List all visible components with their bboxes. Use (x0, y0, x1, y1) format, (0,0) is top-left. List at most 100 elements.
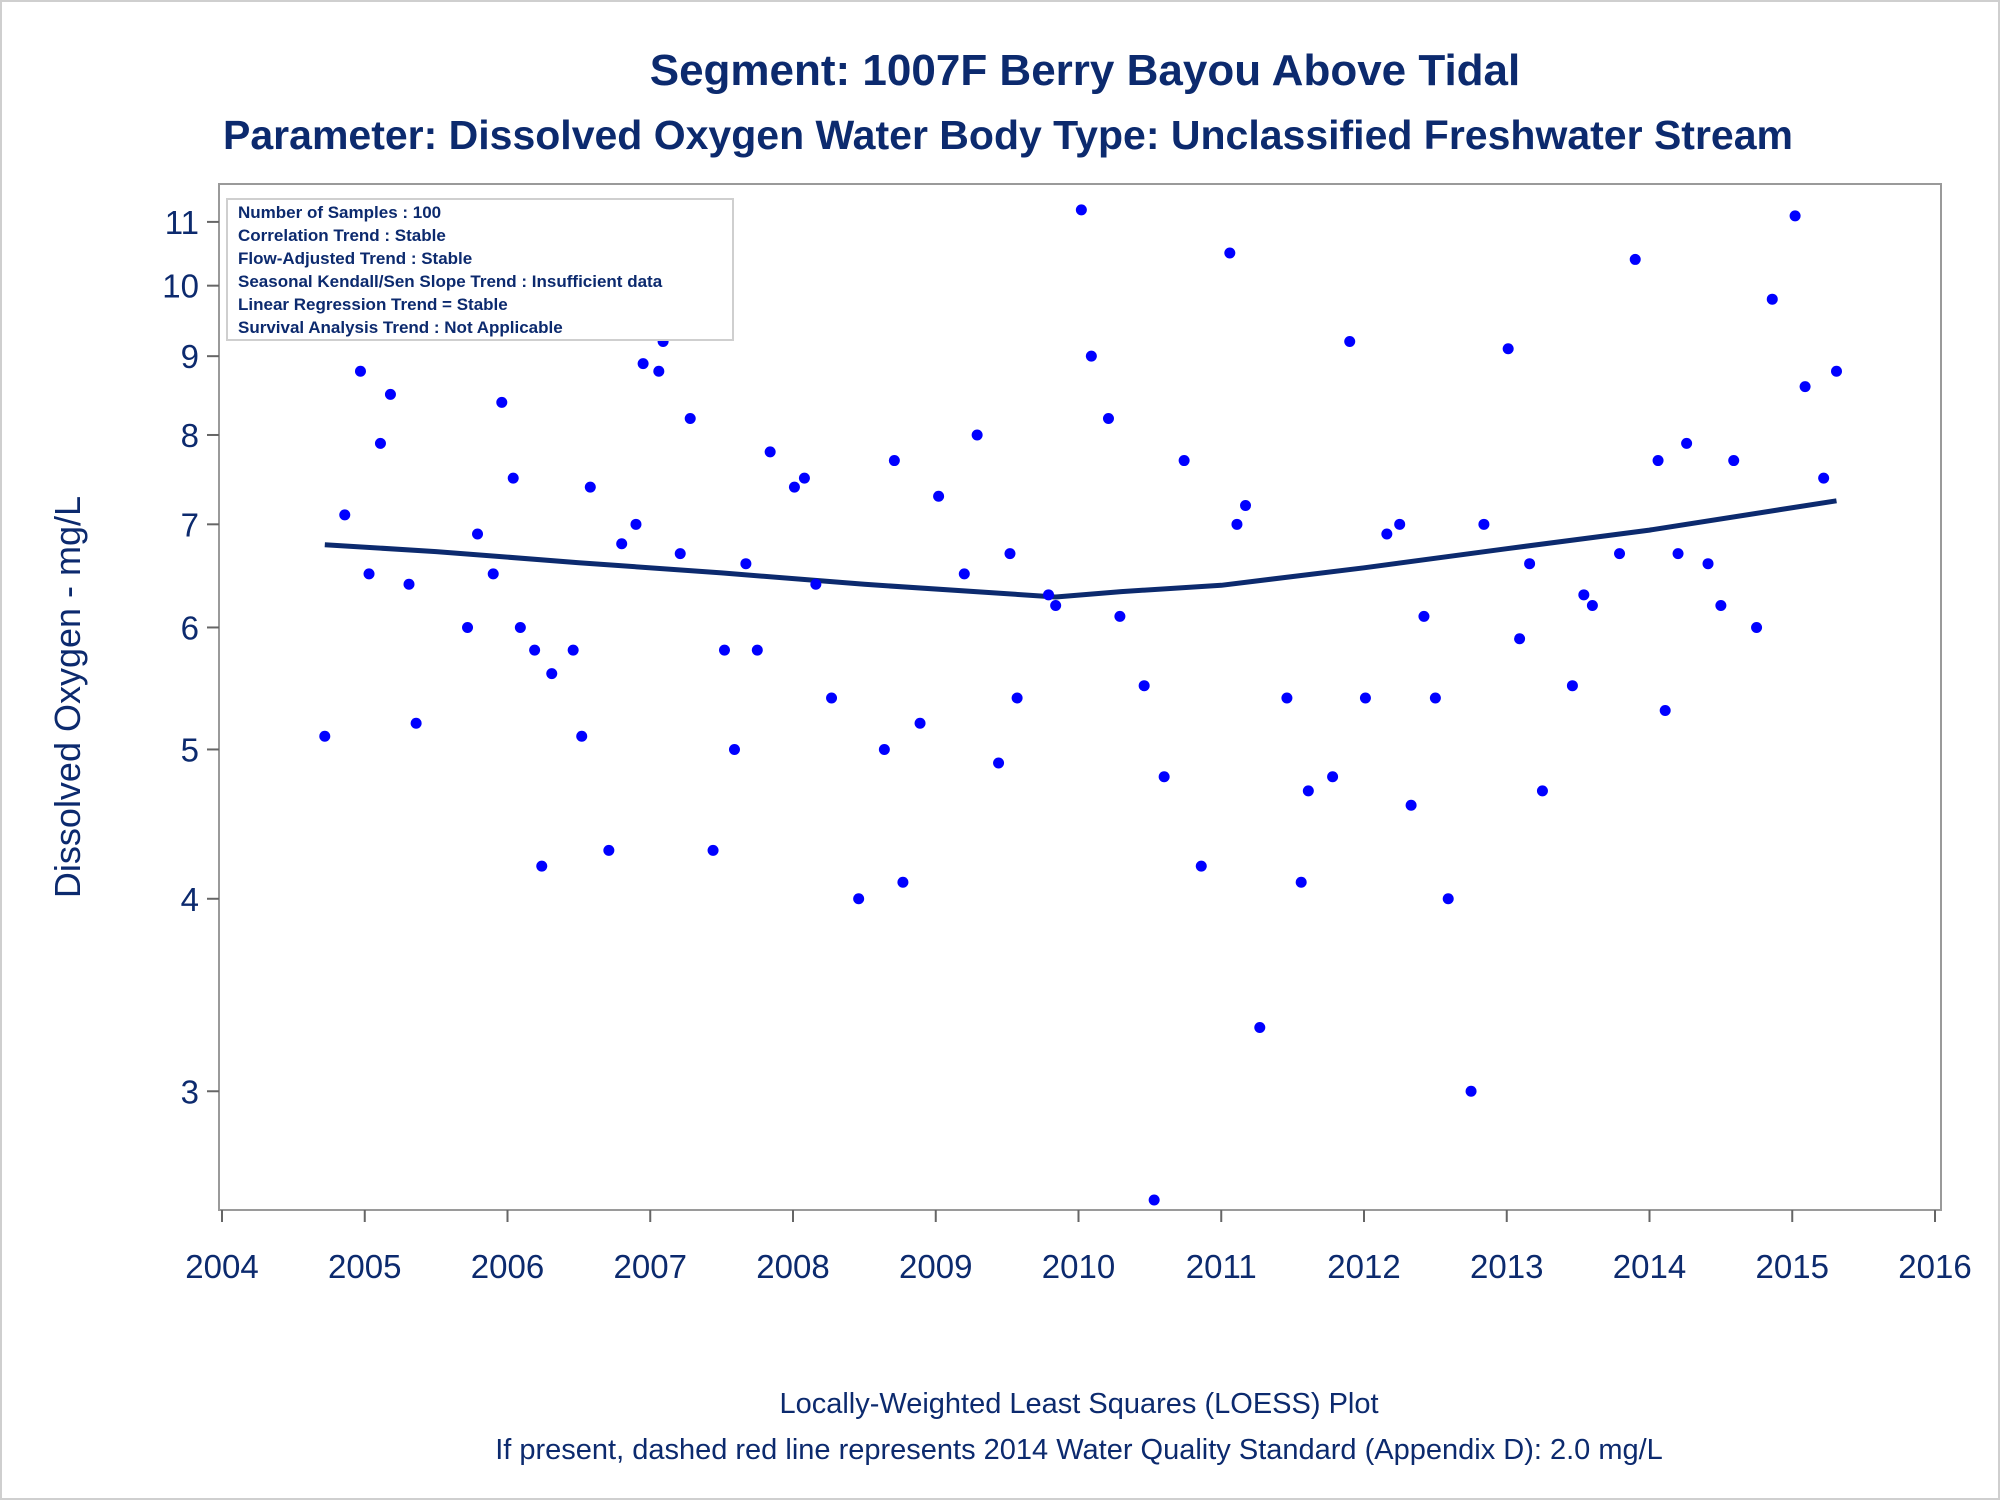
sample-point (603, 844, 615, 856)
stats-line-flow-adjusted: Flow-Adjusted Trend : Stable (238, 249, 472, 268)
sample-point (1381, 528, 1393, 540)
x-tick-label: 2016 (1898, 1248, 1971, 1285)
stats-box: Number of Samples : 100 Correlation Tren… (226, 198, 734, 341)
sample-point (1442, 893, 1454, 905)
x-tick-label: 2005 (328, 1248, 401, 1285)
y-tick-label: 8 (181, 417, 199, 454)
sample-point (810, 578, 822, 590)
sample-point (462, 621, 474, 633)
sample-point (1148, 1194, 1160, 1206)
y-axis-label: Dissolved Oxygen - mg/L (47, 496, 88, 898)
sample-point (1050, 600, 1062, 612)
sample-point (1652, 455, 1664, 467)
sample-point (1102, 412, 1114, 424)
sample-point (674, 548, 686, 560)
sample-point (1751, 621, 1763, 633)
sample-point (637, 358, 649, 370)
sample-point (1672, 548, 1684, 560)
sample-point (971, 429, 983, 441)
sample-point (1394, 518, 1406, 530)
x-tick-label: 2013 (1470, 1248, 1543, 1285)
sample-point (1302, 785, 1314, 797)
sample-point (1831, 365, 1843, 377)
sample-point (1295, 876, 1307, 888)
sample-point (546, 668, 558, 680)
sample-point (1138, 680, 1150, 692)
sample-point (1702, 558, 1714, 570)
sample-point (1344, 335, 1356, 347)
sample-point (878, 743, 890, 755)
sample-point (1566, 680, 1578, 692)
y-tick-label: 3 (181, 1073, 199, 1110)
stats-line-survival-analysis: Survival Analysis Trend : Not Applicable (238, 318, 563, 337)
sample-point (993, 757, 1005, 769)
sample-point (1281, 692, 1293, 704)
x-tick-label: 2010 (1042, 1248, 1115, 1285)
sample-point (1818, 472, 1830, 484)
sample-point (584, 481, 596, 493)
y-tick-label: 5 (181, 731, 199, 768)
sample-point (1789, 210, 1801, 222)
sample-point (718, 644, 730, 656)
stats-line-seasonal-kendall: Seasonal Kendall/Sen Slope Trend : Insuf… (238, 272, 663, 291)
footnote-standard: If present, dashed red line represents 2… (495, 1434, 1663, 1466)
x-axis: 2004 2005 2006 2007 2008 2009 2010 2011 2012 2013… (185, 1210, 1972, 1285)
sample-point (507, 472, 519, 484)
sample-point (798, 472, 810, 484)
sample-point (1085, 350, 1097, 362)
sample-point (616, 538, 628, 550)
y-tick-label: 7 (181, 506, 199, 543)
sample-point (1766, 293, 1778, 305)
y-tick-label: 10 (162, 268, 199, 305)
sample-point (1178, 455, 1190, 467)
stats-line-correlation: Correlation Trend : Stable (238, 226, 446, 245)
sample-point (1075, 204, 1087, 216)
sample-point (1359, 692, 1371, 704)
sample-point (1231, 518, 1243, 530)
sample-point (1114, 610, 1126, 622)
sample-point (1011, 692, 1023, 704)
sample-point (374, 437, 386, 449)
sample-point (496, 396, 508, 408)
sample-point (707, 844, 719, 856)
sample-point (1681, 437, 1693, 449)
sample-point (1465, 1085, 1477, 1097)
sample-point (472, 528, 484, 540)
stats-line-samples: Number of Samples : 100 (238, 203, 441, 222)
sample-point (1614, 548, 1626, 560)
sample-point (1240, 499, 1252, 511)
sample-point (914, 717, 926, 729)
sample-point (1536, 785, 1548, 797)
y-tick-label: 11 (165, 204, 199, 241)
sample-point (567, 644, 579, 656)
sample-point (764, 446, 776, 458)
x-tick-label: 2007 (614, 1248, 687, 1285)
plot-area (218, 183, 1942, 1211)
sample-point (1418, 610, 1430, 622)
x-tick-label: 2014 (1613, 1248, 1686, 1285)
sample-point (1502, 343, 1514, 355)
sample-point (363, 568, 375, 580)
x-tick-label: 2006 (471, 1248, 544, 1285)
sample-point (514, 621, 526, 633)
sample-point (1043, 589, 1055, 601)
sample-point (1004, 548, 1016, 560)
stats-line-linear-regression: Linear Regression Trend = Stable (238, 295, 508, 314)
sample-point (1524, 558, 1536, 570)
sample-point (319, 730, 331, 742)
sample-point (1195, 860, 1207, 872)
x-tick-label: 2012 (1327, 1248, 1400, 1285)
sample-point (933, 490, 945, 502)
x-tick-label: 2009 (899, 1248, 972, 1285)
sample-point (630, 518, 642, 530)
sample-point (410, 717, 422, 729)
sample-point (536, 860, 548, 872)
sample-point (1327, 771, 1339, 783)
sample-point (384, 388, 396, 400)
sample-point (1514, 633, 1526, 645)
sample-point (1586, 600, 1598, 612)
sample-point (1728, 455, 1740, 467)
footnote-loess: Locally-Weighted Least Squares (LOESS) P… (779, 1388, 1378, 1420)
